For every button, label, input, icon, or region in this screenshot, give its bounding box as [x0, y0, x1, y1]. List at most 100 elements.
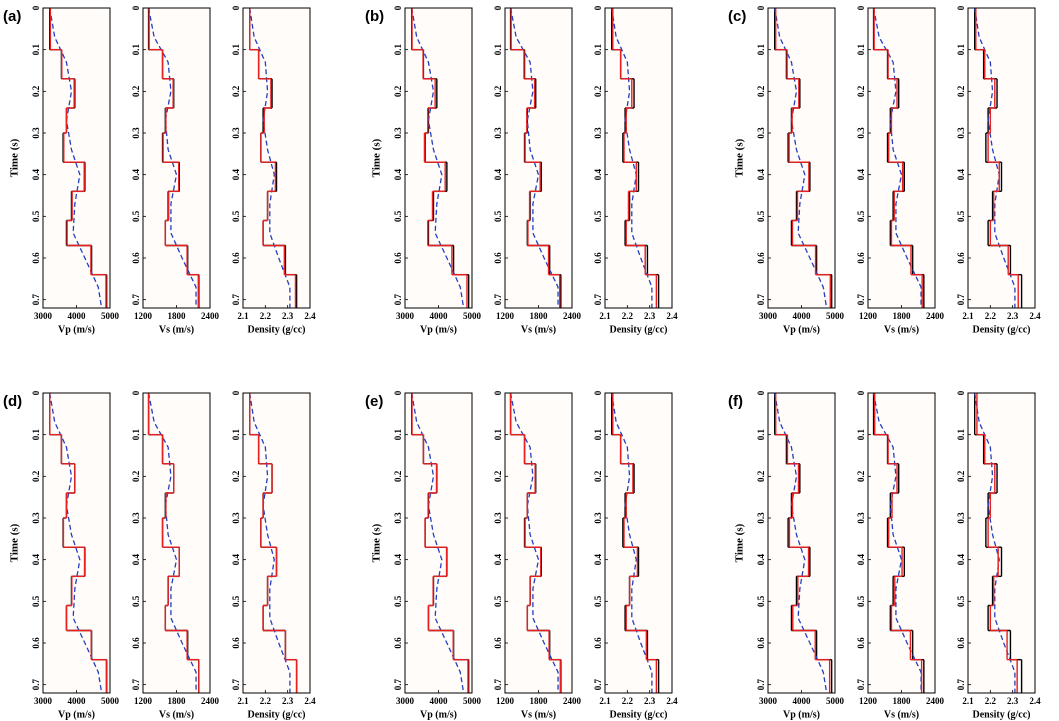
y-tick-label: 0.3 [131, 127, 141, 139]
x-tick-label: 5000 [101, 696, 120, 706]
y-tick-label: 0.5 [856, 595, 866, 607]
y-tick-label: 0.1 [31, 44, 41, 56]
axes-background [968, 8, 1035, 308]
y-tick-label: 0.4 [31, 554, 41, 566]
y-tick-label: 0 [593, 390, 603, 395]
x-tick-label: 2.2 [622, 696, 634, 706]
axes-frame [867, 7, 936, 309]
axes-background [768, 8, 835, 308]
y-tick-label: 0.3 [856, 512, 866, 524]
y-axis-label: Time (s) [734, 138, 746, 177]
x-axis-label: Density (g/cc) [609, 324, 667, 335]
y-tick-label: 0.6 [593, 637, 603, 649]
x-tick-label: 2.3 [644, 311, 656, 321]
y-tick-label: 0.7 [956, 679, 966, 691]
x-tick-label: 2.2 [260, 311, 272, 321]
panel-label: (b) [365, 8, 384, 25]
y-tick-label: 0.2 [131, 85, 141, 97]
y-tick-label: 0.3 [231, 127, 241, 139]
axes-frame [504, 7, 573, 309]
y-tick-label: 0.6 [131, 637, 141, 649]
y-tick-label: 0.5 [956, 210, 966, 222]
x-tick-label: 2.1 [599, 696, 611, 706]
y-tick-label: 0.4 [231, 169, 241, 181]
y-tick-label: 0 [493, 390, 503, 395]
axes-frame [404, 7, 473, 309]
x-tick-label: 5000 [463, 696, 482, 706]
y-tick-label: 0.4 [956, 554, 966, 566]
x-tick-label: 4000 [68, 696, 87, 706]
x-tick-label: 2.2 [622, 311, 634, 321]
y-tick-label: 0.2 [856, 470, 866, 482]
x-tick-label: 2.1 [599, 311, 611, 321]
y-tick-label: 0.7 [393, 294, 403, 306]
axes-background [768, 393, 835, 693]
initial-curve [147, 392, 197, 693]
y-tick-label: 0.3 [393, 127, 403, 139]
axes-frame [404, 392, 473, 694]
x-tick-label: 3000 [396, 696, 415, 706]
axes-background [605, 393, 672, 693]
x-tick-label: 2.4 [1029, 696, 1041, 706]
y-tick-label: 0.1 [131, 44, 141, 56]
y-tick-label: 0.2 [31, 470, 41, 482]
x-axis-label: Vp (m/s) [783, 709, 820, 720]
y-tick-label: 0 [856, 5, 866, 10]
x-tick-label: 2400 [563, 311, 582, 321]
y-tick-label: 0.3 [593, 512, 603, 524]
y-tick-label: 0.6 [756, 252, 766, 264]
x-tick-label: 2400 [201, 311, 220, 321]
y-tick-label: 0.2 [493, 85, 503, 97]
y-tick-label: 0.1 [393, 44, 403, 56]
x-tick-label: 2400 [926, 696, 945, 706]
x-tick-label: 2.1 [237, 696, 249, 706]
axes-background [868, 393, 935, 693]
x-tick-label: 5000 [101, 311, 120, 321]
y-tick-label: 0.2 [393, 470, 403, 482]
x-axis-label: Vp (m/s) [420, 324, 457, 335]
x-tick-label: 5000 [826, 696, 845, 706]
y-tick-label: 0.2 [131, 470, 141, 482]
y-tick-label: 0.5 [31, 210, 41, 222]
y-tick-label: 0 [956, 390, 966, 395]
axes-frame [604, 392, 673, 694]
x-tick-label: 1800 [168, 696, 187, 706]
x-axis-label: Density (g/cc) [609, 709, 667, 720]
y-tick-label: 0.4 [756, 169, 766, 181]
y-tick-label: 0.4 [493, 554, 503, 566]
initial-curve [147, 7, 197, 308]
y-tick-label: 0.3 [593, 127, 603, 139]
x-tick-label: 1200 [859, 311, 878, 321]
x-tick-label: 2.3 [282, 311, 294, 321]
y-tick-label: 0.4 [856, 169, 866, 181]
x-tick-label: 2.4 [304, 311, 316, 321]
axes-frame [767, 7, 836, 309]
panel-label: (c) [728, 8, 746, 25]
x-tick-label: 2.3 [1007, 311, 1019, 321]
y-tick-label: 0.7 [856, 679, 866, 691]
y-tick-label: 0.3 [231, 512, 241, 524]
y-tick-label: 0.2 [31, 85, 41, 97]
y-tick-label: 0.4 [493, 169, 503, 181]
y-tick-label: 0 [231, 5, 241, 10]
x-tick-label: 2.4 [666, 311, 678, 321]
x-tick-label: 3000 [34, 311, 53, 321]
initial-curve [249, 7, 291, 308]
y-axis-label: Time (s) [9, 523, 21, 562]
x-tick-label: 1800 [893, 311, 912, 321]
y-tick-label: 0.4 [31, 169, 41, 181]
x-tick-label: 4000 [793, 696, 812, 706]
y-tick-label: 0.6 [31, 637, 41, 649]
axes-frame [504, 392, 573, 694]
panel-label: (a) [3, 8, 21, 25]
y-tick-label: 0.6 [956, 637, 966, 649]
y-tick-label: 0.1 [756, 429, 766, 441]
panel-label: (d) [3, 393, 22, 410]
initial-curve [249, 392, 291, 693]
x-axis-label: Vp (m/s) [58, 324, 95, 335]
x-tick-label: 3000 [759, 696, 778, 706]
x-tick-label: 1800 [893, 696, 912, 706]
y-tick-label: 0.7 [756, 294, 766, 306]
x-tick-label: 2.4 [1029, 311, 1041, 321]
